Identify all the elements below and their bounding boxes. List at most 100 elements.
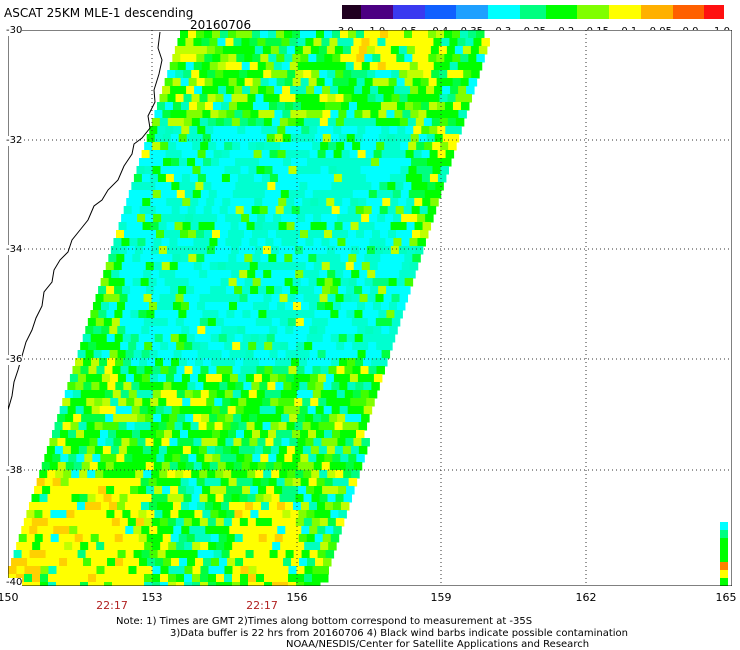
swath-cell bbox=[297, 238, 306, 247]
swath-cell bbox=[192, 390, 202, 399]
swath-cell bbox=[118, 246, 128, 255]
swath-cell bbox=[137, 214, 146, 223]
swath-cell bbox=[419, 206, 429, 215]
swath-cell bbox=[248, 566, 257, 575]
swath-cell bbox=[214, 398, 223, 407]
swath-cell bbox=[219, 206, 229, 215]
swath-cell bbox=[277, 550, 287, 559]
swath-cell bbox=[96, 366, 105, 375]
swath-cell bbox=[361, 214, 370, 223]
swath-cell bbox=[353, 414, 362, 423]
swath-cell bbox=[284, 102, 294, 111]
swath-cell bbox=[292, 230, 301, 239]
swath-cell bbox=[63, 494, 73, 503]
swath-cell bbox=[354, 134, 364, 143]
swath-cell bbox=[276, 230, 285, 239]
swath-cell bbox=[336, 190, 346, 199]
swath-cell bbox=[330, 286, 339, 295]
swath-cell bbox=[271, 294, 281, 303]
swath-cell bbox=[228, 454, 237, 463]
swath-cell bbox=[344, 390, 354, 399]
swath-cell bbox=[439, 118, 449, 127]
swath-cell bbox=[377, 62, 387, 71]
swath-cell bbox=[420, 230, 429, 239]
swath-cell bbox=[251, 382, 260, 391]
swath-cell bbox=[372, 30, 381, 39]
swath-cell bbox=[61, 526, 70, 535]
swath-cell bbox=[254, 46, 264, 55]
swath-cell bbox=[308, 430, 317, 439]
scatterometer-swath bbox=[8, 30, 728, 586]
swath-cell bbox=[132, 278, 142, 287]
swath-cell bbox=[270, 46, 280, 55]
swath-cell bbox=[241, 462, 251, 471]
swath-cell bbox=[265, 214, 274, 223]
swath-cell bbox=[58, 534, 68, 543]
swath-cell bbox=[151, 270, 160, 279]
colorbar-swatch bbox=[399, 5, 406, 19]
swath-cell bbox=[347, 358, 356, 367]
swath-cell bbox=[311, 294, 321, 303]
swath-cell bbox=[227, 558, 236, 567]
swath-cell bbox=[269, 374, 279, 383]
swath-cell bbox=[284, 78, 294, 87]
swath-cell bbox=[340, 78, 350, 87]
swath-cell bbox=[244, 454, 253, 463]
swath-cell bbox=[240, 342, 249, 351]
swath-cell bbox=[393, 238, 402, 247]
swath-cell bbox=[387, 158, 396, 167]
swath-cell bbox=[720, 522, 728, 531]
swath-cell bbox=[311, 270, 320, 279]
swath-cell bbox=[379, 158, 388, 167]
swath-cell bbox=[306, 86, 315, 95]
swath-cell bbox=[372, 302, 382, 311]
swath-cell bbox=[271, 118, 281, 127]
swath-cell bbox=[326, 222, 336, 231]
swath-cell bbox=[312, 342, 321, 351]
swath-cell bbox=[324, 278, 334, 287]
swath-cell bbox=[272, 582, 281, 586]
swath-cell bbox=[277, 350, 287, 359]
swath-cell bbox=[253, 150, 263, 159]
swath-cell bbox=[147, 558, 156, 567]
swath-cell bbox=[317, 174, 327, 183]
swath-cell bbox=[400, 166, 409, 175]
swath-cell bbox=[186, 110, 195, 119]
swath-cell bbox=[383, 270, 392, 279]
swath-cell bbox=[317, 374, 327, 383]
swath-cell bbox=[98, 534, 108, 543]
swath-cell bbox=[340, 478, 350, 487]
swath-cell bbox=[187, 358, 196, 367]
swath-cell bbox=[329, 438, 338, 447]
swath-cell bbox=[360, 190, 370, 199]
swath-cell bbox=[381, 326, 390, 335]
swath-cell bbox=[187, 406, 197, 415]
swath-cell bbox=[82, 510, 91, 519]
swath-cell bbox=[270, 246, 280, 255]
swath-cell bbox=[175, 270, 184, 279]
swath-cell bbox=[145, 414, 154, 423]
swath-cell bbox=[348, 478, 358, 487]
swath-cell bbox=[277, 150, 287, 159]
swath-cell bbox=[171, 558, 180, 567]
swath-cell bbox=[208, 582, 217, 586]
swath-cell bbox=[296, 166, 305, 175]
swath-cell bbox=[172, 230, 181, 239]
swath-cell bbox=[222, 198, 231, 207]
swath-cell bbox=[256, 366, 265, 375]
swath-cell bbox=[236, 230, 245, 239]
swath-cell bbox=[383, 294, 393, 303]
swath-cell bbox=[234, 534, 244, 543]
swath-cell bbox=[380, 254, 389, 263]
swath-cell bbox=[433, 62, 443, 71]
swath-cell bbox=[348, 302, 358, 311]
colorbar-swatch bbox=[577, 5, 584, 19]
swath-cell bbox=[141, 526, 150, 535]
swath-cell bbox=[156, 230, 165, 239]
swath-cell bbox=[284, 230, 293, 239]
swath-cell bbox=[105, 462, 115, 471]
swath-cell bbox=[412, 54, 421, 63]
swath-cell bbox=[306, 286, 315, 295]
swath-cell bbox=[380, 102, 390, 111]
swath-cell bbox=[62, 422, 72, 431]
